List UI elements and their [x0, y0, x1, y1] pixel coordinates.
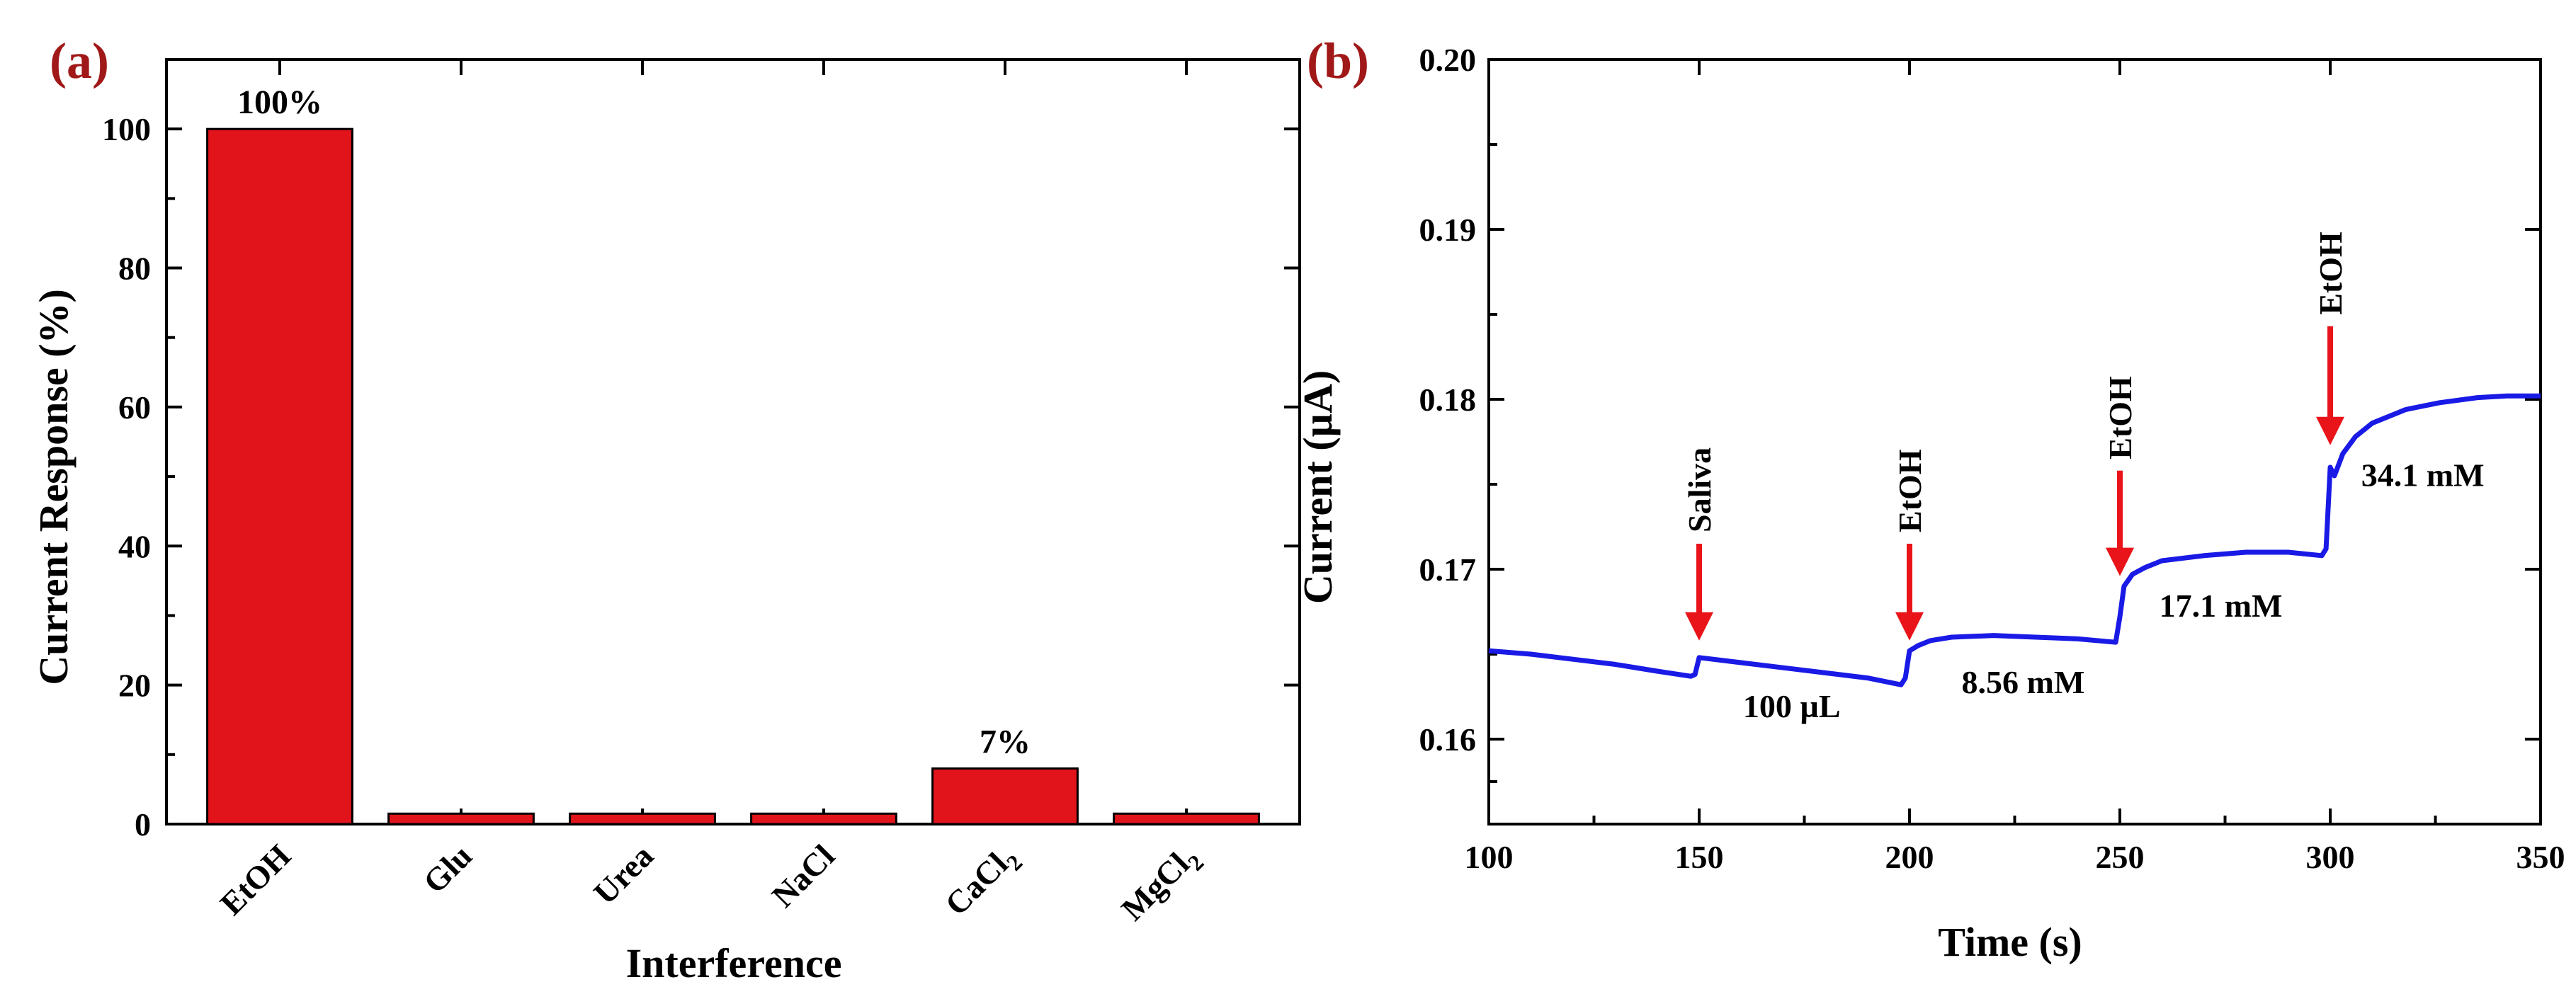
x-tick-label-mgcl2: MgCl2 [1114, 838, 1208, 932]
x-tick-label-base: Urea [586, 838, 660, 911]
arrow-label: EtOH [2313, 232, 2349, 315]
arrow-etoh: EtOH [2313, 232, 2349, 445]
bar-cacl2 [931, 767, 1079, 826]
x-tick-label: 250 [2096, 839, 2145, 875]
arrow-etoh: EtOH [2102, 376, 2138, 576]
concentration-annotation: 34.1 mM [2361, 457, 2485, 493]
arrow-label: EtOH [2102, 376, 2138, 459]
y-tick-label: 0.17 [1419, 552, 1477, 588]
panel-b-arrows: Saliva EtOH EtOH EtOH [1681, 232, 2349, 641]
arrow-etoh: EtOH [1892, 449, 1928, 641]
panel-a: (a) Current Response (%) Interference 0 2… [30, 33, 1301, 986]
x-tick-label-nacl: NaCl [765, 838, 841, 914]
y-tick-label: 80 [118, 251, 151, 287]
data-label: 100% [237, 84, 322, 121]
arrow-head [2106, 547, 2134, 576]
x-tick-label-base: NaCl [765, 838, 841, 914]
x-tick-label-glu: Glu [416, 838, 479, 900]
panel-a-bars [206, 127, 1260, 826]
bar-urea [569, 812, 716, 826]
arrow-label: EtOH [1892, 449, 1928, 532]
y-tick-label: 40 [118, 528, 151, 564]
data-label: 7% [980, 723, 1031, 760]
y-tick-label: 0.16 [1419, 721, 1477, 758]
panel-b-plot-frame [1487, 58, 2542, 826]
y-tick-label: 60 [118, 389, 151, 425]
x-tick-label: 350 [2517, 839, 2565, 875]
x-tick-label-base: EtOH [213, 838, 297, 922]
concentration-annotation: 100 µL [1743, 688, 1841, 724]
panel-b-label: (b) [1307, 33, 1369, 89]
arrow-head [1685, 612, 1713, 641]
y-tick-label: 0.18 [1419, 382, 1477, 418]
arrow-saliva: Saliva [1681, 447, 1718, 641]
x-tick-label: 150 [1675, 839, 1724, 875]
x-tick-label-urea: Urea [586, 838, 660, 911]
series-line-current [1488, 393, 2541, 687]
concentration-annotation: 17.1 mM [2160, 588, 2283, 624]
panel-a-plot-frame [165, 58, 1301, 826]
panel-a-y-axis-title: Current Response (%) [30, 289, 76, 685]
panel-a-ticks: 0 20 40 60 80 100 [102, 59, 1300, 842]
panel-a-x-axis-title: Interference [626, 940, 842, 986]
arrow-head [1895, 612, 1924, 641]
x-tick-label: 100 [1465, 839, 1514, 875]
y-tick-label: 0 [135, 806, 151, 842]
panel-b-y-axis-title: Current (µA) [1295, 370, 1341, 604]
panel-b-ticks: 100 150 200 250 300 350 0.16 0.17 0.18 0.19 0.20 [1419, 42, 2565, 875]
bar-nacl [750, 812, 897, 826]
panel-b-annotations: 100 µL 8.56 mM 17.1 mM 34.1 mM [1743, 457, 2485, 724]
bar-mgcl2 [1113, 812, 1260, 826]
panel-b: (b) Current (µA) Time (s) 100 150 200 250 30… [1295, 33, 2565, 965]
x-tick-label: 300 [2306, 839, 2355, 875]
arrow-head [2316, 416, 2344, 445]
bar-glu [387, 812, 535, 826]
y-tick-label: 0.19 [1419, 212, 1477, 248]
arrow-label: Saliva [1681, 447, 1718, 532]
y-tick-label: 0.20 [1419, 42, 1477, 78]
concentration-annotation: 8.56 mM [1962, 664, 2085, 700]
panel-b-series [1488, 393, 2541, 687]
x-tick-label: 200 [1885, 839, 1934, 875]
bar-etoh [206, 127, 353, 826]
x-tick-label-etoh: EtOH [213, 838, 297, 922]
y-tick-label: 20 [118, 668, 151, 704]
panel-b-x-axis-title: Time (s) [1938, 919, 2082, 965]
y-tick-label: 100 [102, 111, 151, 147]
x-tick-label-base: Glu [416, 838, 479, 900]
panel-a-label: (a) [50, 33, 109, 89]
x-tick-label-cacl2: CaCl2 [938, 838, 1027, 927]
